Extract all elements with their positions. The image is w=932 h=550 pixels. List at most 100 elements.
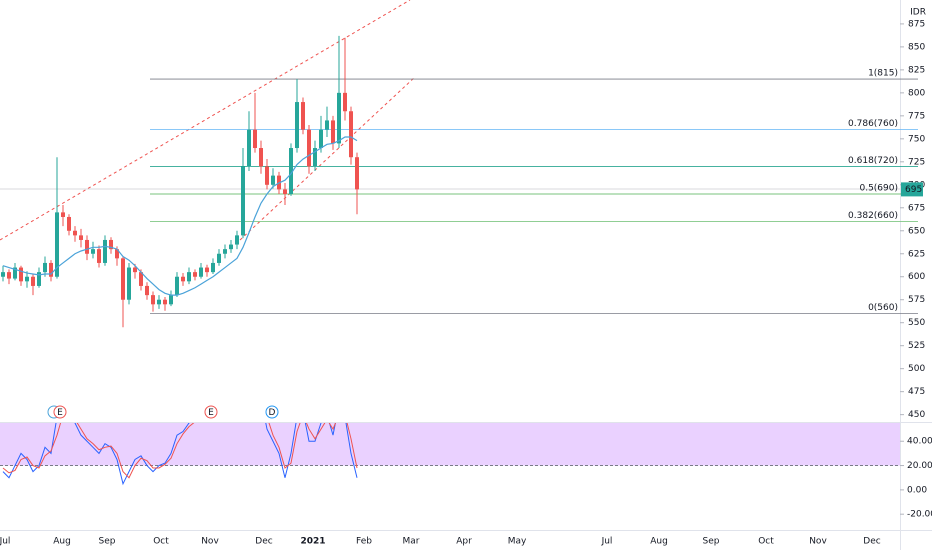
currency: IDR [910, 8, 926, 18]
fib-label: 0(560) [868, 303, 898, 313]
oscillator-pane [0, 423, 900, 486]
fib-label: 0.5(690) [859, 183, 898, 193]
event-marker [204, 405, 218, 419]
candle-body [193, 272, 197, 277]
candle-body [175, 276, 179, 296]
y-tick-label: 750 [908, 134, 925, 144]
candle-body [259, 148, 263, 167]
trend-line-lower [239, 76, 416, 241]
osc-y-tick-label: -20.00 [907, 510, 932, 520]
candle-body [217, 253, 221, 263]
candle-body [349, 111, 353, 158]
candle-body [331, 120, 335, 144]
osc-y-tick-label: 20.00 [907, 461, 932, 471]
candle-body [67, 216, 71, 231]
candle-body [199, 267, 203, 277]
x-tick-label: May [508, 537, 527, 547]
candle-body [43, 262, 47, 273]
candle-body [265, 166, 269, 185]
x-tick-label: Aug [650, 537, 668, 547]
candle-body [13, 267, 17, 279]
fib-label: 0.618(720) [848, 156, 898, 166]
candle-body [295, 102, 299, 149]
candle-body [133, 267, 137, 273]
candle-body [223, 249, 227, 254]
y-tick-label: 775 [908, 111, 925, 121]
candle-body [211, 262, 215, 273]
fib-label: 0.786(760) [848, 119, 898, 129]
y-tick-label: 450 [908, 410, 925, 420]
candle-body [61, 212, 65, 217]
oscillator-band [0, 423, 900, 466]
event-marker [265, 405, 279, 419]
x-tick-label: Nov [201, 537, 219, 547]
last-price-label: 695 [905, 185, 922, 195]
candle-body [127, 267, 131, 300]
candle-body [337, 92, 341, 144]
candle-body [187, 272, 191, 282]
candle-body [31, 276, 35, 286]
moving-average [2, 136, 358, 296]
x-tick-label: Apr [456, 537, 472, 547]
x-tick-label: Nov [809, 537, 827, 547]
candle-body [229, 244, 233, 250]
candle-body [85, 239, 89, 254]
candle-body [97, 249, 101, 263]
candle-body [151, 295, 155, 305]
x-tick-label: Mar [403, 537, 420, 547]
candle-body [205, 267, 209, 273]
event-label: D [269, 408, 276, 418]
candle-body [235, 235, 239, 245]
candle-body [289, 148, 293, 194]
y-tick-label: 600 [908, 272, 925, 282]
candle-body [283, 189, 287, 194]
event-label: E [57, 408, 63, 418]
y-tick-label: 500 [908, 364, 925, 374]
x-tick-label: Aug [53, 537, 71, 547]
y-tick-label: 625 [908, 249, 925, 259]
y-tick-label: 550 [908, 318, 925, 328]
fib-label: 0.382(660) [848, 211, 898, 221]
candle-body [181, 276, 185, 282]
x-tick-label: Dec [255, 537, 272, 547]
candle-body [355, 157, 359, 190]
candle-body [109, 239, 113, 250]
x-tick-label: Oct [758, 537, 774, 547]
candle-body [247, 129, 251, 167]
candle-body [79, 235, 83, 240]
candle-body [169, 295, 173, 305]
x-tick-label: Sep [99, 537, 116, 547]
candle-body [253, 129, 257, 149]
trend-line-upper [0, 0, 411, 241]
candle-body [301, 102, 305, 130]
candle-body [55, 212, 59, 277]
candle-body [271, 175, 275, 185]
event-label: E [208, 408, 214, 418]
x-tick-label: Sep [703, 537, 720, 547]
y-tick-label: 875 [908, 19, 925, 29]
y-tick-label: 675 [908, 203, 925, 213]
candle-body [19, 267, 23, 282]
candle-body [325, 120, 329, 130]
candle-body [313, 148, 317, 167]
osc-y-tick-label: 40.00 [907, 437, 932, 447]
oscillator-line [2, 423, 358, 486]
candle-body [343, 92, 347, 112]
x-tick-label: Feb [356, 537, 372, 547]
candle-body [7, 272, 11, 279]
fib-label: 1(815) [868, 69, 898, 79]
y-tick-label: 475 [908, 387, 925, 397]
oscillator-line [2, 423, 358, 479]
x-tick-label: Jul [601, 537, 613, 547]
event-marker [53, 405, 67, 419]
y-tick-label: 525 [908, 341, 925, 351]
candle-body [49, 262, 53, 277]
candle-body [145, 285, 149, 296]
candle-body [121, 258, 125, 300]
y-tick-label: 650 [908, 226, 925, 236]
x-tick-label: Oct [153, 537, 169, 547]
candle-body [241, 166, 245, 236]
last-price-tag [901, 182, 923, 197]
